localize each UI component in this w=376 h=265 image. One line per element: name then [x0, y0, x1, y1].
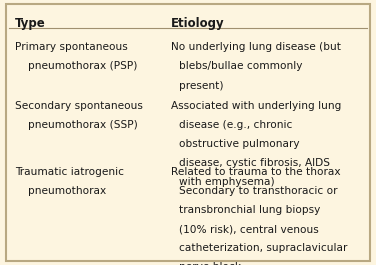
Text: Etiology: Etiology	[171, 17, 225, 30]
Text: Related to trauma to the thorax: Related to trauma to the thorax	[171, 167, 341, 177]
Text: No underlying lung disease (but: No underlying lung disease (but	[171, 42, 341, 52]
Text: pneumothorax (PSP): pneumothorax (PSP)	[28, 61, 138, 72]
Text: Primary spontaneous: Primary spontaneous	[15, 42, 128, 52]
Text: catheterization, supraclavicular: catheterization, supraclavicular	[179, 243, 347, 253]
Text: transbronchial lung biopsy: transbronchial lung biopsy	[179, 205, 320, 215]
Text: nerve block: nerve block	[179, 262, 241, 265]
Text: present): present)	[179, 81, 223, 91]
Text: Secondary to transthoracic or: Secondary to transthoracic or	[179, 186, 337, 196]
Text: blebs/bullae commonly: blebs/bullae commonly	[179, 61, 302, 72]
Text: pneumothorax (SSP): pneumothorax (SSP)	[28, 120, 138, 130]
Text: Associated with underlying lung: Associated with underlying lung	[171, 101, 341, 111]
Text: with emphysema): with emphysema)	[179, 177, 274, 187]
Text: obstructive pulmonary: obstructive pulmonary	[179, 139, 299, 149]
Text: Type: Type	[15, 17, 46, 30]
Text: pneumothorax: pneumothorax	[28, 186, 106, 196]
Text: disease (e.g., chronic: disease (e.g., chronic	[179, 120, 292, 130]
Text: Secondary spontaneous: Secondary spontaneous	[15, 101, 143, 111]
Text: Traumatic iatrogenic: Traumatic iatrogenic	[15, 167, 124, 177]
FancyBboxPatch shape	[6, 4, 370, 261]
Text: disease, cystic fibrosis, AIDS: disease, cystic fibrosis, AIDS	[179, 158, 330, 168]
Text: (10% risk), central venous: (10% risk), central venous	[179, 224, 318, 234]
